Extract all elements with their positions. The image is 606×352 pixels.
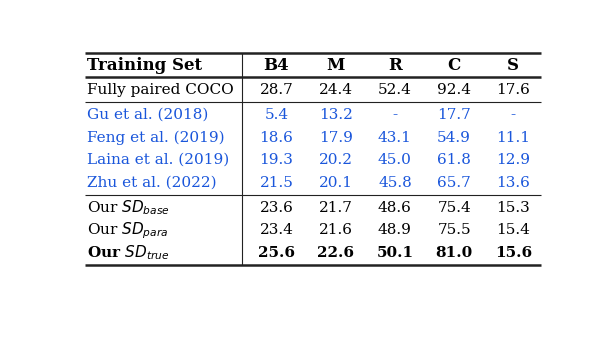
Text: 18.6: 18.6	[259, 131, 293, 145]
Text: 23.6: 23.6	[259, 201, 293, 215]
Text: 45.0: 45.0	[378, 153, 412, 167]
Text: 81.0: 81.0	[436, 246, 473, 260]
Text: R: R	[388, 57, 402, 74]
Text: 61.8: 61.8	[437, 153, 471, 167]
Text: 28.7: 28.7	[259, 83, 293, 97]
Text: Our $\mathit{SD}_{base}$: Our $\mathit{SD}_{base}$	[87, 199, 170, 217]
Text: 11.1: 11.1	[496, 131, 530, 145]
Text: 15.4: 15.4	[496, 223, 530, 237]
Text: 15.3: 15.3	[496, 201, 530, 215]
Text: 20.2: 20.2	[319, 153, 353, 167]
Text: Training Set: Training Set	[87, 57, 202, 74]
Text: C: C	[447, 57, 461, 74]
Text: 17.6: 17.6	[496, 83, 530, 97]
Text: -: -	[511, 108, 516, 122]
Text: Our $\mathit{SD}_{true}$: Our $\mathit{SD}_{true}$	[87, 243, 170, 262]
Text: Zhu et al. (2022): Zhu et al. (2022)	[87, 176, 217, 189]
Text: Laina et al. (2019): Laina et al. (2019)	[87, 153, 230, 167]
Text: 75.5: 75.5	[438, 223, 471, 237]
Text: 43.1: 43.1	[378, 131, 412, 145]
Text: Fully paired COCO: Fully paired COCO	[87, 83, 235, 97]
Text: 48.9: 48.9	[378, 223, 412, 237]
Text: 75.4: 75.4	[438, 201, 471, 215]
Text: 19.3: 19.3	[259, 153, 293, 167]
Text: S: S	[507, 57, 519, 74]
Text: 13.6: 13.6	[496, 176, 530, 189]
Text: 24.4: 24.4	[319, 83, 353, 97]
Text: 25.6: 25.6	[258, 246, 295, 260]
Text: 17.7: 17.7	[438, 108, 471, 122]
Text: 21.7: 21.7	[319, 201, 353, 215]
Text: 52.4: 52.4	[378, 83, 412, 97]
Text: 92.4: 92.4	[437, 83, 471, 97]
Text: 21.6: 21.6	[319, 223, 353, 237]
Text: 20.1: 20.1	[319, 176, 353, 189]
Text: 5.4: 5.4	[264, 108, 288, 122]
Text: 45.8: 45.8	[378, 176, 412, 189]
Text: -: -	[392, 108, 398, 122]
Text: B4: B4	[264, 57, 289, 74]
Text: 22.6: 22.6	[317, 246, 354, 260]
Text: 12.9: 12.9	[496, 153, 530, 167]
Text: 21.5: 21.5	[259, 176, 293, 189]
Text: 15.6: 15.6	[495, 246, 532, 260]
Text: 48.6: 48.6	[378, 201, 412, 215]
Text: 50.1: 50.1	[376, 246, 413, 260]
Text: 65.7: 65.7	[438, 176, 471, 189]
Text: 17.9: 17.9	[319, 131, 353, 145]
Text: Our $\mathit{SD}_{para}$: Our $\mathit{SD}_{para}$	[87, 220, 169, 240]
Text: 23.4: 23.4	[259, 223, 293, 237]
Text: Gu et al. (2018): Gu et al. (2018)	[87, 108, 209, 122]
Text: 54.9: 54.9	[437, 131, 471, 145]
Text: M: M	[327, 57, 345, 74]
Text: 13.2: 13.2	[319, 108, 353, 122]
Text: Feng et al. (2019): Feng et al. (2019)	[87, 130, 225, 145]
